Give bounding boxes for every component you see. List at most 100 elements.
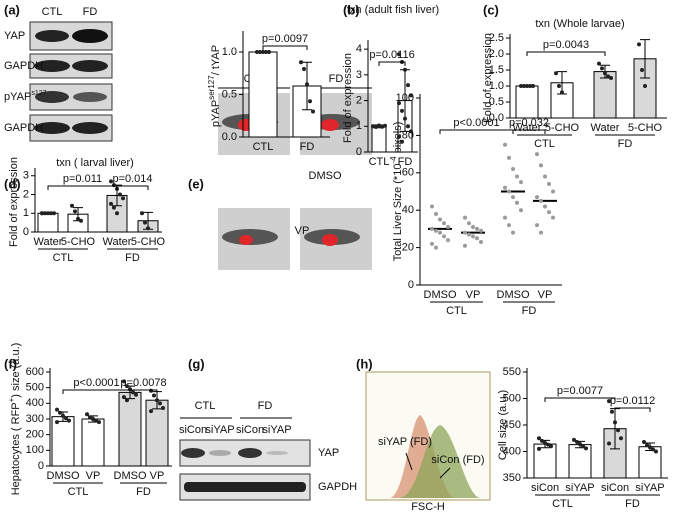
data-point (302, 67, 306, 71)
error-bar (640, 39, 650, 79)
x-tick-label: VP (466, 289, 481, 301)
y-tick-label: 200 (26, 429, 44, 441)
data-point (125, 398, 129, 403)
data-point (540, 438, 544, 443)
significance-bracket (526, 51, 606, 56)
data-point (94, 418, 98, 423)
data-point (557, 84, 561, 88)
data-point (403, 116, 407, 121)
data-point (519, 180, 523, 185)
group-label: CTL (534, 138, 555, 150)
chart-title: txn ( larval liver) (56, 157, 134, 169)
chart: 0 1 2 3 txn ( larval liver) Fold of expressio… (8, 157, 166, 264)
data-point (109, 201, 113, 206)
data-point (308, 99, 312, 104)
data-point (397, 134, 401, 139)
bar (81, 418, 105, 467)
group-label: FD (258, 400, 273, 412)
y-axis-label: Fold of expression (8, 157, 20, 247)
blot-a: CTL FD YAP GAPDH pYAPs127 GAPDH (4, 6, 113, 142)
data-point (511, 195, 515, 200)
data-point (519, 84, 523, 88)
lane-label: FD (83, 6, 98, 18)
flow-xlabel: FSC-H (411, 501, 445, 513)
x-tick-label: VP (150, 470, 165, 482)
data-point (140, 211, 144, 216)
data-point (610, 409, 614, 414)
lane-label: siYAP (262, 424, 291, 436)
data-point (305, 82, 309, 87)
data-point (503, 185, 507, 190)
data-point (651, 447, 655, 452)
data-point (406, 83, 410, 88)
data-point (637, 42, 641, 47)
lane-label: siCon (179, 424, 207, 436)
annotation: p=0.0097 (262, 33, 308, 45)
data-point (118, 192, 122, 197)
bar (292, 85, 322, 138)
data-point (109, 179, 113, 184)
data-point (551, 215, 555, 220)
y-axis-label: Total Liver Size (*10-4 pixels) (389, 122, 404, 262)
data-point (400, 139, 404, 144)
x-tick-label: siYAP (635, 482, 664, 494)
data-point (600, 66, 604, 71)
row-label: YAP (318, 447, 339, 459)
data-point (43, 211, 47, 216)
x-tick-label: siCon (601, 482, 629, 494)
data-point (434, 228, 438, 233)
data-point (61, 413, 65, 418)
bar (371, 125, 387, 153)
y-tick-label: 2.5 (489, 32, 504, 44)
x-tick-label: Water (591, 122, 620, 134)
group-label: CTL (552, 498, 573, 510)
x-tick-label: DMSO (47, 470, 80, 482)
y-tick-label: 100 (396, 92, 414, 104)
significance-bracket (439, 129, 514, 134)
group-label: FD (625, 498, 640, 510)
data-point (560, 90, 564, 95)
x-tick-label: Water (34, 236, 63, 248)
y-tick-label: 20 (402, 242, 414, 254)
y-axis-label: Cell size (a.u.) (497, 390, 509, 460)
data-point (255, 50, 259, 54)
data-point (430, 204, 434, 209)
data-point (161, 406, 165, 411)
y-tick-label: 0.5 (222, 88, 237, 100)
data-point (371, 124, 375, 129)
data-point (551, 189, 555, 194)
y-tick-label: 3 (23, 170, 29, 182)
y-tick-label: 0 (38, 460, 44, 472)
group-label: FD (522, 305, 537, 317)
significance-bracket (614, 407, 651, 412)
data-point (146, 226, 150, 231)
data-point (609, 76, 613, 80)
x-tick-label: 5-CHO (131, 236, 166, 248)
data-point (584, 446, 588, 451)
data-point (503, 215, 507, 220)
panel-label: (e) (188, 176, 204, 191)
data-point (125, 384, 129, 389)
bar (51, 416, 75, 467)
row-label: GAPDH (318, 481, 357, 493)
data-point (471, 234, 475, 239)
y-tick-label: 450 (503, 419, 521, 431)
data-point (406, 124, 410, 129)
y-tick-label: 40 (402, 204, 414, 216)
x-tick-label: Water (103, 236, 132, 248)
y-tick-label: 550 (503, 366, 521, 378)
annotation: p=0.0043 (543, 39, 589, 51)
chart-title: txn (Whole larvae) (535, 18, 624, 30)
y-tick-label: 4 (356, 43, 362, 55)
data-point (503, 142, 507, 147)
data-point (403, 67, 407, 72)
data-point (299, 60, 303, 65)
data-point (578, 442, 582, 447)
chart: 0.0 0.5 1.0 1.5 2.0 2.5 txn (Whole larvae) Fold… (482, 18, 667, 150)
data-point (581, 444, 585, 449)
y-tick-label: 600 (26, 366, 44, 378)
data-point (258, 50, 262, 54)
data-point (549, 444, 553, 449)
